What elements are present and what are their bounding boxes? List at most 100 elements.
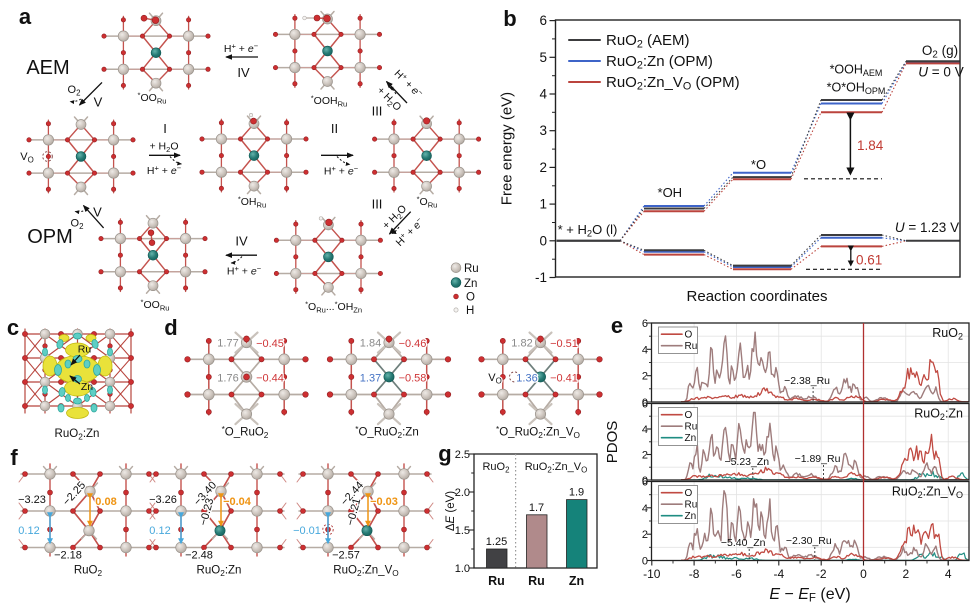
- svg-text:RuO2​:Zn_VO​: RuO2​:Zn_VO​: [333, 565, 399, 579]
- svg-text:Zn: Zn: [685, 433, 697, 444]
- svg-text:H+​ + e−​: H+​ + e−​: [324, 164, 359, 178]
- svg-text:−3.23: −3.23: [18, 494, 46, 506]
- svg-text:−1.89_Ru: −1.89_Ru: [795, 453, 841, 465]
- svg-text:a: a: [19, 4, 32, 29]
- svg-text:−0.44: −0.44: [256, 373, 284, 385]
- svg-text:Reaction coordinates: Reaction coordinates: [687, 288, 828, 305]
- svg-text:ΔE (eV): ΔE (eV): [445, 491, 457, 531]
- svg-text:H+​ + e−​: H+​ + e−​: [224, 42, 259, 56]
- svg-text:2: 2: [539, 160, 547, 175]
- svg-text:*​OOHRu​: *​OOHRu​: [311, 94, 348, 109]
- svg-text:g: g: [438, 441, 451, 466]
- svg-text:1.77: 1.77: [217, 338, 238, 350]
- svg-text:c: c: [7, 315, 19, 340]
- svg-text:-6: -6: [731, 567, 742, 581]
- svg-text:RuO2​: RuO2​: [482, 461, 509, 475]
- svg-text:Zn: Zn: [464, 278, 477, 290]
- svg-text:0.12: 0.12: [149, 525, 170, 537]
- svg-text:Zn: Zn: [81, 381, 93, 393]
- svg-text:4: 4: [642, 424, 648, 436]
- svg-text:1.7: 1.7: [529, 502, 544, 514]
- svg-text:II: II: [331, 121, 338, 136]
- svg-text:2: 2: [642, 450, 648, 462]
- svg-text:-1: -1: [535, 270, 547, 285]
- svg-text:U = 0 V: U = 0 V: [918, 65, 963, 80]
- svg-text:VO​: VO​: [20, 151, 34, 165]
- svg-text:d: d: [164, 315, 177, 340]
- svg-text:−2.48: −2.48: [185, 550, 213, 562]
- svg-text:H: H: [466, 305, 474, 317]
- svg-text:*​OHRu​: *​OHRu​: [238, 195, 266, 210]
- svg-text:IV: IV: [235, 234, 248, 249]
- svg-text:0: 0: [860, 567, 867, 581]
- svg-text:*​OORu​: *​OORu​: [138, 91, 167, 106]
- svg-text:b: b: [503, 6, 516, 31]
- svg-text:+ H2​O: + H2​O: [149, 141, 178, 155]
- svg-text:−5.40_Zn: −5.40_Zn: [721, 537, 766, 549]
- svg-text:1.9: 1.9: [569, 487, 584, 499]
- svg-text:1.84: 1.84: [360, 338, 381, 350]
- svg-text:-4: -4: [773, 567, 784, 581]
- svg-text:−3.26: −3.26: [149, 494, 177, 506]
- svg-text:AEM: AEM: [26, 57, 69, 79]
- svg-text:Ru: Ru: [528, 574, 545, 588]
- svg-text:H+​ + e−​: H+​ + e−​: [392, 67, 426, 101]
- svg-text:0: 0: [539, 233, 547, 248]
- svg-text:U = 1.23 V: U = 1.23 V: [895, 220, 959, 235]
- svg-text:RuO2​: RuO2​: [932, 326, 963, 342]
- svg-text:1.5: 1.5: [455, 525, 470, 537]
- svg-text:Zn: Zn: [569, 574, 584, 588]
- svg-text:−2.30_Ru: −2.30_Ru: [786, 535, 832, 547]
- svg-text:RuO2​:Zn: RuO2​:Zn: [197, 565, 242, 579]
- svg-text:Ru: Ru: [78, 344, 92, 356]
- svg-text:0.08: 0.08: [95, 496, 116, 508]
- svg-text:H+​ + e−​: H+​ + e−​: [147, 164, 182, 178]
- svg-text:1.84: 1.84: [857, 138, 884, 153]
- svg-text:2.5: 2.5: [455, 449, 470, 461]
- svg-text:−0.01: −0.01: [293, 525, 321, 537]
- svg-text:1.37: 1.37: [360, 372, 381, 384]
- svg-text:Free energy (eV): Free energy (eV): [499, 92, 516, 205]
- svg-text:*OH: *OH: [658, 185, 683, 200]
- svg-text:RuO2​:Zn: RuO2​:Zn: [914, 407, 963, 423]
- svg-text:V: V: [93, 205, 102, 220]
- svg-text:f: f: [10, 445, 18, 470]
- svg-text:−0.41: −0.41: [550, 373, 578, 385]
- svg-text:*​O_RuO2​: *​O_RuO2​: [222, 425, 269, 440]
- svg-text:6: 6: [642, 477, 648, 489]
- svg-text:*O: *O: [751, 157, 766, 172]
- svg-text:RuO2​:Zn (OPM): RuO2​:Zn (OPM): [606, 53, 713, 72]
- svg-text:-8: -8: [689, 567, 700, 581]
- svg-text:−2.57: −2.57: [332, 550, 360, 562]
- svg-text:0.12: 0.12: [18, 525, 39, 537]
- svg-text:Ru: Ru: [464, 263, 479, 275]
- svg-text:H+​ + e−​: H+​ + e−​: [227, 264, 262, 278]
- svg-text:IV: IV: [237, 65, 250, 80]
- svg-text:*​ORu​: *​ORu​: [417, 195, 438, 210]
- svg-text:*O*OHOPM​: *O*OHOPM​: [827, 81, 886, 97]
- svg-text:4: 4: [642, 344, 648, 356]
- svg-text:* + H2​O (l): * + H2​O (l): [558, 222, 618, 239]
- svg-text:0.61: 0.61: [856, 253, 882, 268]
- svg-text:6: 6: [539, 13, 547, 28]
- svg-text:OPM: OPM: [27, 226, 73, 248]
- svg-text:III: III: [372, 197, 383, 212]
- svg-text:6: 6: [642, 399, 648, 411]
- svg-text:−0.03: −0.03: [370, 496, 398, 508]
- svg-text:III: III: [372, 104, 383, 119]
- svg-text:V: V: [94, 95, 103, 110]
- svg-text:O: O: [685, 488, 693, 499]
- svg-text:−0.04: −0.04: [223, 496, 252, 508]
- svg-text:−0.58: −0.58: [399, 373, 427, 385]
- svg-text:1.76: 1.76: [217, 372, 238, 384]
- svg-text:−0.51: −0.51: [550, 338, 578, 350]
- svg-text:Ru: Ru: [685, 500, 698, 511]
- svg-text:RuO2​:Zn_VO​: RuO2​:Zn_VO​: [892, 485, 963, 501]
- svg-text:Ru: Ru: [685, 422, 698, 433]
- svg-text:5: 5: [539, 50, 547, 65]
- svg-text:Ru: Ru: [488, 574, 505, 588]
- svg-text:6: 6: [642, 318, 648, 330]
- svg-text:I: I: [163, 121, 167, 136]
- svg-text:2: 2: [642, 529, 648, 541]
- svg-text:-2: -2: [816, 567, 827, 581]
